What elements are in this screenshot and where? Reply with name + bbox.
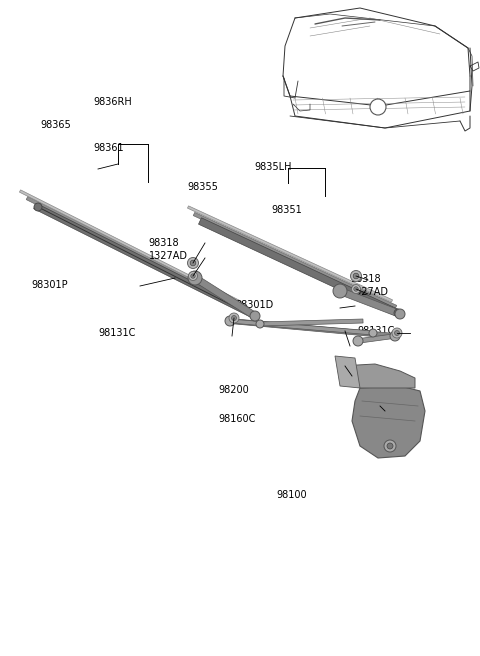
Circle shape xyxy=(250,311,260,321)
Circle shape xyxy=(225,316,235,326)
Circle shape xyxy=(387,443,393,449)
Circle shape xyxy=(229,313,239,323)
Polygon shape xyxy=(230,319,395,338)
Circle shape xyxy=(369,329,377,337)
Circle shape xyxy=(34,203,42,211)
Circle shape xyxy=(189,272,197,281)
Text: 98100: 98100 xyxy=(276,490,307,501)
Circle shape xyxy=(390,331,400,341)
Circle shape xyxy=(354,287,358,291)
Circle shape xyxy=(392,328,402,338)
Text: 98301D: 98301D xyxy=(235,300,274,310)
Polygon shape xyxy=(260,319,363,326)
Text: 98131C: 98131C xyxy=(98,328,136,338)
Text: 98200: 98200 xyxy=(218,385,249,396)
Polygon shape xyxy=(34,203,256,319)
Circle shape xyxy=(353,273,359,279)
Circle shape xyxy=(188,271,202,285)
Polygon shape xyxy=(19,190,242,304)
Circle shape xyxy=(394,309,402,317)
Text: 9836RH: 9836RH xyxy=(94,96,132,107)
Circle shape xyxy=(384,440,396,452)
Circle shape xyxy=(395,309,405,319)
Polygon shape xyxy=(188,206,393,302)
Polygon shape xyxy=(230,319,373,335)
Polygon shape xyxy=(26,196,248,310)
Polygon shape xyxy=(340,364,415,388)
Text: 9835LH: 9835LH xyxy=(254,162,292,173)
Text: 98351: 98351 xyxy=(271,205,302,215)
Text: 98318: 98318 xyxy=(149,237,180,248)
Polygon shape xyxy=(199,218,401,317)
Circle shape xyxy=(370,99,386,115)
Polygon shape xyxy=(352,386,425,458)
Text: 98365: 98365 xyxy=(41,119,72,130)
Circle shape xyxy=(231,316,237,321)
Text: 98301P: 98301P xyxy=(31,280,68,291)
Text: 98318: 98318 xyxy=(350,274,381,284)
Polygon shape xyxy=(358,334,396,343)
Text: 98131C: 98131C xyxy=(358,326,395,337)
Circle shape xyxy=(395,331,399,335)
Circle shape xyxy=(351,285,360,293)
Circle shape xyxy=(190,260,196,266)
Text: 1327AD: 1327AD xyxy=(149,251,188,261)
Circle shape xyxy=(188,258,199,268)
Circle shape xyxy=(353,336,363,346)
Circle shape xyxy=(350,270,361,281)
Text: 98361: 98361 xyxy=(94,142,124,153)
Polygon shape xyxy=(335,356,360,388)
Circle shape xyxy=(256,320,264,328)
Polygon shape xyxy=(193,275,257,319)
Circle shape xyxy=(191,274,195,278)
Text: 1327AD: 1327AD xyxy=(350,287,389,297)
Text: 98160C: 98160C xyxy=(218,413,256,424)
Text: 98355: 98355 xyxy=(187,182,218,192)
Polygon shape xyxy=(339,288,401,318)
Polygon shape xyxy=(193,213,397,308)
Circle shape xyxy=(333,284,347,298)
